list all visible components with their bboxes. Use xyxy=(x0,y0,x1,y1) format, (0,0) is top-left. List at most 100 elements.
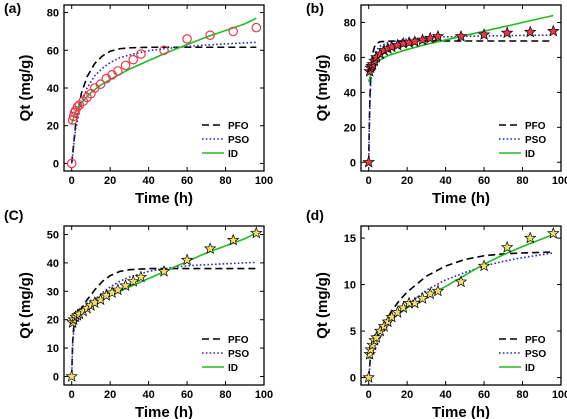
legend-label-id: ID xyxy=(228,363,238,374)
data-point xyxy=(119,279,132,291)
y-tick-label: 60 xyxy=(344,52,356,64)
legend-label-pso: PSO xyxy=(228,349,249,360)
x-tick-label: 100 xyxy=(255,175,273,187)
x-tick-label: 80 xyxy=(516,389,528,401)
data-point xyxy=(500,26,514,39)
x-tick-label: 60 xyxy=(181,175,193,187)
series-pfo-line xyxy=(70,267,257,377)
x-tick-label: 80 xyxy=(516,175,528,187)
data-point xyxy=(69,107,80,118)
y-tick-label: 30 xyxy=(47,286,59,298)
y-tick-label: 40 xyxy=(47,83,59,95)
data-point xyxy=(477,28,491,41)
y-tick-label: 20 xyxy=(47,315,59,327)
legend-label-pso: PSO xyxy=(525,135,546,146)
legend-label-pfo: PFO xyxy=(228,335,249,346)
legend-label-pso: PSO xyxy=(525,349,546,360)
data-point xyxy=(111,283,125,296)
y-axis-title: Qt (mg/g) xyxy=(314,272,331,339)
data-point xyxy=(228,26,239,37)
x-tick-label: 20 xyxy=(401,175,413,187)
y-tick-label: 0 xyxy=(53,371,59,383)
experimental-points xyxy=(65,226,263,382)
data-point xyxy=(500,240,514,253)
data-point xyxy=(136,49,146,59)
y-axis-title: Qt (mg/g) xyxy=(17,272,34,339)
data-point xyxy=(182,34,192,44)
data-point xyxy=(431,284,445,297)
data-point xyxy=(72,102,83,112)
data-point xyxy=(423,287,437,300)
y-tick-label: 15 xyxy=(344,233,356,245)
x-tick-label: 100 xyxy=(552,175,567,187)
data-point xyxy=(157,264,171,277)
data-point xyxy=(68,111,79,122)
data-point xyxy=(454,275,468,288)
x-tick-label: 0 xyxy=(69,175,75,187)
plot-frame xyxy=(360,4,562,172)
legend-label-id: ID xyxy=(228,149,238,160)
panel-label: (a) xyxy=(4,0,21,16)
legend-label-id: ID xyxy=(525,149,535,160)
legend: PFO PSO ID xyxy=(499,335,546,374)
y-tick-label: 50 xyxy=(47,230,59,242)
legend: PFO PSO ID xyxy=(202,121,249,160)
x-tick-label: 20 xyxy=(401,389,413,401)
x-tick-label: 0 xyxy=(366,175,372,187)
x-axis-title: Time (h) xyxy=(432,190,490,207)
series-id-line xyxy=(71,232,257,322)
data-point xyxy=(416,291,429,304)
x-tick-label: 20 xyxy=(104,389,116,401)
x-tick-label: 40 xyxy=(439,389,451,401)
y-tick-label: 20 xyxy=(344,122,356,134)
x-tick-label: 80 xyxy=(219,389,231,401)
chart-panel-1: (a) 0 20 40 60 80 100 0 20 40 60 80 Time (h) Qt (mg/g… xyxy=(4,0,273,207)
data-point xyxy=(203,242,217,255)
plot-frame xyxy=(63,225,265,386)
panel-label: (b) xyxy=(306,0,324,16)
data-point xyxy=(362,370,375,383)
data-point xyxy=(250,226,263,239)
y-tick-label: 20 xyxy=(47,121,59,133)
legend-label-pfo: PFO xyxy=(525,335,546,346)
data-point xyxy=(523,25,537,38)
data-point xyxy=(180,253,194,266)
legend: PFO PSO ID xyxy=(499,121,546,160)
chart-panel-3: (C) 0 20 40 60 80 100 0 10 20 30 40 50 Time (h) Qt (mg… xyxy=(4,207,273,419)
y-tick-label: 60 xyxy=(47,45,59,57)
data-point xyxy=(66,158,77,169)
x-tick-label: 80 xyxy=(219,175,231,187)
y-axis-title: Qt (mg/g) xyxy=(17,55,34,122)
panel-label: (d) xyxy=(306,207,324,223)
y-tick-label: 80 xyxy=(344,17,356,29)
data-point xyxy=(113,66,123,76)
data-point xyxy=(362,155,375,168)
data-point xyxy=(408,296,422,309)
y-axis-title: Qt (mg/g) xyxy=(314,55,331,122)
fit-curves xyxy=(70,17,257,164)
series-pfo-line xyxy=(367,40,554,163)
data-point xyxy=(477,259,491,272)
y-tick-label: 40 xyxy=(47,258,59,270)
x-axis-title: Time (h) xyxy=(135,404,193,419)
x-tick-label: 20 xyxy=(104,175,116,187)
x-tick-label: 100 xyxy=(552,389,567,401)
y-tick-label: 10 xyxy=(344,280,356,292)
x-tick-label: 60 xyxy=(181,389,193,401)
y-tick-label: 10 xyxy=(47,343,59,355)
x-tick-label: 0 xyxy=(366,389,372,401)
x-axis-title: Time (h) xyxy=(432,404,490,419)
data-point xyxy=(416,33,429,46)
legend-label-pfo: PFO xyxy=(228,121,249,132)
data-point xyxy=(226,233,240,246)
series-pfo-line xyxy=(70,46,257,164)
legend-label-pfo: PFO xyxy=(525,121,546,132)
data-point xyxy=(431,29,445,42)
data-point xyxy=(205,30,215,40)
series-pso-line xyxy=(70,41,257,164)
experimental-points xyxy=(362,24,560,168)
data-point xyxy=(547,226,560,239)
data-point xyxy=(370,331,383,343)
chart-panel-4: (d) 0 20 40 60 80 100 0 5 10 15 Time (h) Qt (mg/g) PF… xyxy=(306,207,567,419)
